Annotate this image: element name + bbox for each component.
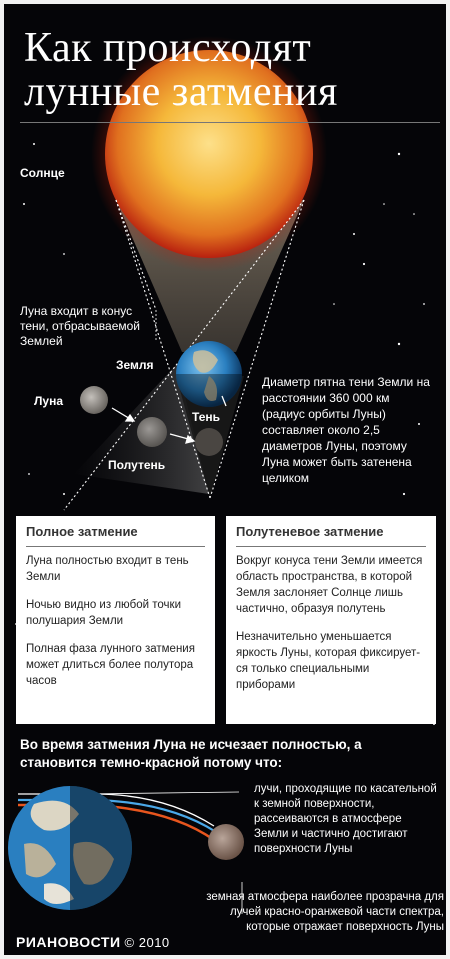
- atmosphere-note: земная атмосфера наиболее прозрачна для …: [206, 891, 444, 933]
- page-title: Как происходят лунные затмения: [24, 26, 444, 114]
- penumbral-eclipse-heading: Полутеневое затмение: [236, 524, 426, 547]
- sun-label: Солнце: [20, 166, 65, 180]
- rays-note: лучи, проходящие по касательной к земной…: [254, 783, 437, 855]
- penumbral-eclipse-text-1: Вокруг конуса тени Земли имеется область…: [236, 555, 423, 615]
- title-divider: [20, 122, 440, 123]
- red-moon: [208, 824, 244, 860]
- moon-label: Луна: [34, 394, 64, 408]
- title-line-2: лунные затмения: [24, 69, 338, 115]
- penumbral-eclipse-box: Полутеневое затмение Вокруг конуса тени …: [226, 516, 436, 724]
- total-eclipse-text-1: Луна полностью входит в тень Земли: [26, 555, 189, 583]
- copyright-text: © 2010: [124, 935, 170, 950]
- projection-lines: [63, 199, 305, 511]
- total-eclipse-box: Полное затмение Луна полностью входит в …: [16, 516, 215, 724]
- total-eclipse-text-3: Полная фаза лунного затмения может длить…: [26, 643, 195, 687]
- diameter-note: Диаметр пятна тени Земли на расстоянии 3…: [262, 375, 430, 485]
- moon-penumbra: [137, 417, 167, 447]
- logo-text: РИАНОВОСТИ: [16, 934, 121, 950]
- total-eclipse-heading: Полное затмение: [26, 524, 205, 547]
- earth: [176, 341, 242, 407]
- penumbra-label: Полутень: [108, 458, 166, 472]
- earth-label: Земля: [116, 358, 154, 372]
- moon-umbra: [195, 428, 223, 456]
- ria-novosti-logo: РИАНОВОСТИ © 2010: [16, 934, 170, 950]
- moon-enters-label: Луна входит в конус тени, отбрасываемой …: [20, 304, 140, 348]
- penumbral-eclipse-text-2: Незначительно уменьшается яркость Луны, …: [236, 631, 421, 691]
- title-line-1: Как происходят: [24, 25, 312, 71]
- sun: [105, 50, 313, 258]
- stars: [15, 143, 435, 725]
- infographic: Как происходят лунные затмения Солнце Лу…: [4, 4, 446, 955]
- big-earth: [8, 786, 132, 910]
- motion-arrows: [111, 395, 227, 444]
- umbra-label: Тень: [192, 410, 221, 424]
- moon: [80, 386, 108, 414]
- diagram-graphics: [8, 36, 435, 914]
- total-eclipse-text-2: Ночью видно из любой точки полушария Зем…: [26, 599, 181, 627]
- reason-heading: Во время затмения Луна не исчезает полно…: [20, 737, 362, 770]
